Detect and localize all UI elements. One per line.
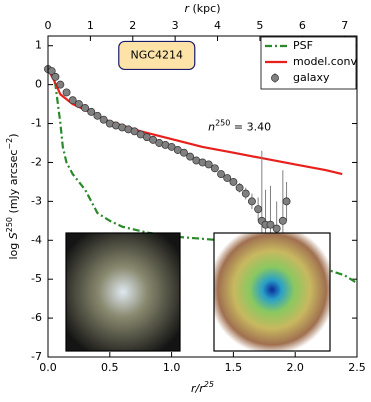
data-point: [278, 216, 287, 225]
galaxy-name: NGC4214: [131, 48, 183, 61]
x-axis-label-part: 25: [204, 380, 214, 389]
name-box: [118, 40, 196, 71]
x2-tick-label: 1: [87, 19, 94, 32]
data-point: [99, 115, 108, 124]
data-point: [62, 88, 71, 97]
y-axis-label-part: log: [7, 239, 20, 259]
data-point: [223, 174, 232, 182]
x2-tick-label: 3: [172, 19, 179, 32]
x-tick-label: 2.5: [348, 361, 366, 374]
data-point: [93, 111, 102, 120]
y-tick-label: -3: [31, 194, 42, 207]
y-axis-label-part: (mJy arcsec: [7, 150, 20, 217]
data-point: [229, 177, 238, 186]
series-line: [47, 68, 343, 176]
x2-tick-label: 0: [45, 19, 52, 32]
series-line: [47, 68, 358, 285]
y-tick-label: -6: [31, 311, 42, 324]
x-tick-label: 0.5: [101, 361, 119, 374]
y-tick-label: -2: [31, 155, 42, 168]
inset-optical: [65, 232, 181, 352]
x2-tick-label: 7: [341, 19, 348, 32]
plot-frame: [47, 35, 358, 358]
x-tick-label: 1.0: [163, 361, 181, 374]
y-tick-label: 0: [35, 78, 42, 91]
data-point: [272, 224, 281, 233]
data-point: [210, 164, 219, 173]
data-point: [186, 152, 195, 161]
y-tick-label: -4: [31, 233, 42, 246]
data-point: [130, 127, 139, 136]
data-point: [247, 197, 256, 206]
data-point: [217, 170, 225, 179]
data-point: [74, 100, 83, 109]
data-point: [241, 189, 250, 198]
data-point: [282, 197, 291, 206]
x2-axis-label-part: (kpc): [189, 2, 220, 15]
y-tick-label: -5: [31, 272, 42, 285]
legend-swatch: [271, 74, 279, 82]
x-axis-label: r/r25: [191, 380, 214, 395]
y-axis-label: log S250 (mJy arcsec−2): [5, 134, 20, 260]
sersic-index: n250 = 3.40: [208, 118, 271, 133]
sersic-index-part: = 3.40: [230, 120, 271, 133]
x2-axis-label-part: r: [184, 2, 190, 15]
data-point: [266, 220, 275, 229]
y-axis-label-part: ): [7, 134, 20, 138]
y-axis-label-part: 250: [5, 217, 14, 232]
x2-axis-label: r (kpc): [184, 2, 220, 15]
x2-tick-label: 2: [129, 19, 136, 32]
legend-label: PSF: [293, 39, 313, 52]
x2-tick-label: 5: [256, 19, 263, 32]
data-point: [235, 183, 244, 192]
x-axis-label-part: r/r: [191, 382, 205, 395]
y-tick-label: 1: [35, 39, 42, 52]
y-tick-label: -1: [31, 117, 42, 130]
data-point: [149, 135, 158, 144]
sersic-index-part: 250: [215, 118, 230, 127]
y-axis-label-part: S: [7, 232, 20, 239]
data-point: [254, 205, 263, 214]
data-point: [56, 80, 65, 89]
legend-label: galaxy: [293, 71, 330, 84]
sersic-index-part: n: [208, 120, 215, 133]
x-tick-label: 1.5: [225, 361, 243, 374]
x-tick-label: 0.0: [39, 361, 57, 374]
data-point: [68, 96, 77, 105]
data-point: [204, 160, 213, 169]
data-point: [180, 148, 188, 157]
y-axis-label-part: −2: [5, 138, 14, 150]
y-tick-label: -7: [31, 350, 42, 363]
data-point: [167, 142, 176, 151]
x2-tick-label: 4: [214, 19, 221, 32]
x2-tick-label: 6: [299, 19, 306, 32]
inset-250: [213, 232, 331, 352]
data-point: [81, 104, 90, 112]
legend-label: model.conv: [293, 55, 357, 68]
data-point: [51, 72, 60, 81]
x-tick-label: 2.0: [286, 361, 304, 374]
data-point: [87, 107, 96, 116]
